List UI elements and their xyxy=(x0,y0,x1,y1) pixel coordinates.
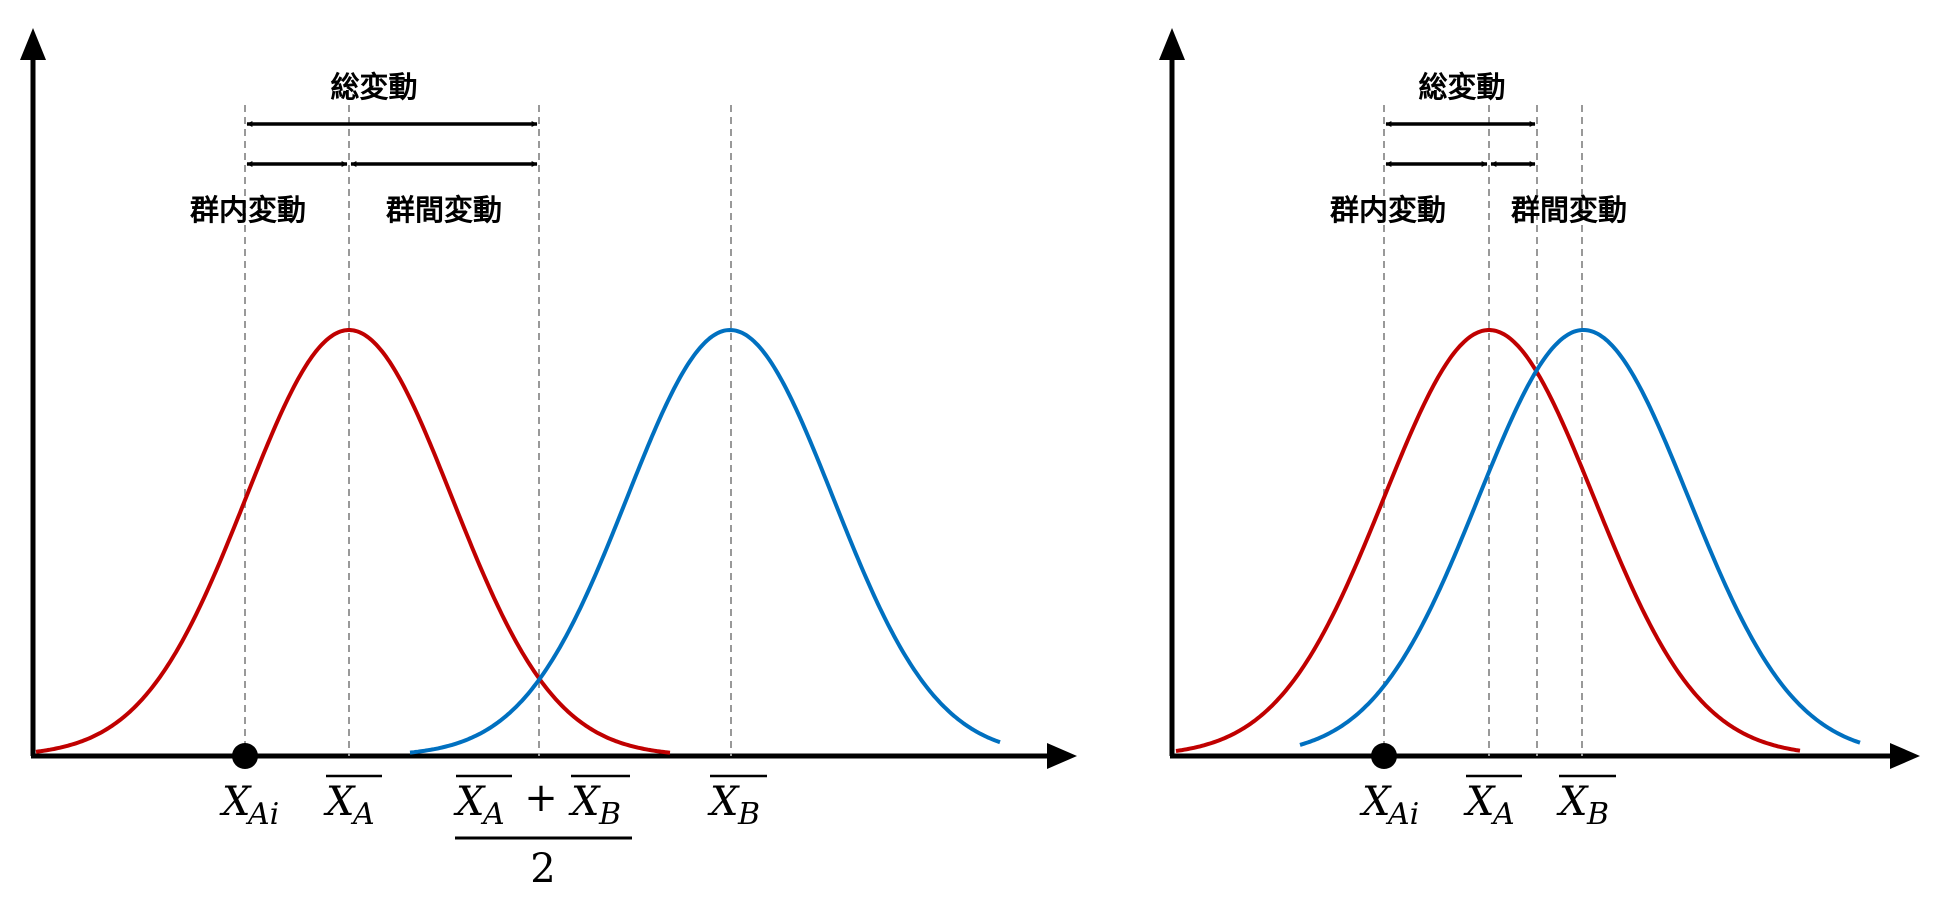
right-total-variation-label: 総変動 xyxy=(1418,70,1505,104)
left-total-variation-label: 総変動 xyxy=(330,70,417,104)
left-x-axis-arrow-icon xyxy=(1047,743,1077,769)
svg-text:A: A xyxy=(350,797,375,832)
left-label-xb-bar: X B xyxy=(707,774,767,832)
svg-text:2: 2 xyxy=(530,846,555,892)
svg-text:X: X xyxy=(568,779,601,825)
right-sample-point-icon xyxy=(1371,743,1397,769)
left-between-group-label: 群間変動 xyxy=(386,193,502,227)
svg-text:X: X xyxy=(219,779,252,825)
left-label-grand-mean: X A + X B 2 xyxy=(453,774,632,892)
left-label-xa-bar: X A xyxy=(323,774,382,832)
svg-text:Ai: Ai xyxy=(1385,797,1419,832)
left-within-group-label: 群内変動 xyxy=(190,193,306,227)
svg-text:B: B xyxy=(598,797,621,832)
svg-text:X: X xyxy=(1556,779,1589,825)
svg-text:B: B xyxy=(737,797,760,832)
right-curve-group-a xyxy=(1175,328,1801,753)
svg-text:X: X xyxy=(1359,779,1392,825)
svg-text:X: X xyxy=(323,779,356,825)
svg-text:A: A xyxy=(480,797,505,832)
svg-text:X: X xyxy=(707,779,740,825)
right-panel: 総変動 群内変動 群間変動 X Ai X A X B xyxy=(1159,28,1920,832)
right-label-xa-bar: X A xyxy=(1463,774,1522,832)
svg-text:A: A xyxy=(1490,797,1515,832)
right-curve-group-b xyxy=(1299,328,1861,747)
svg-text:X: X xyxy=(453,779,486,825)
left-y-axis-arrow-icon xyxy=(20,28,46,60)
svg-text:Ai: Ai xyxy=(245,797,279,832)
svg-text:X: X xyxy=(1463,779,1496,825)
right-label-xai: X Ai xyxy=(1359,779,1419,832)
right-y-axis-arrow-icon xyxy=(1159,28,1185,60)
right-label-xb-bar: X B xyxy=(1556,774,1616,832)
svg-text:+: + xyxy=(524,775,558,821)
left-label-xai: X Ai xyxy=(219,779,279,832)
right-within-group-label: 群内変動 xyxy=(1330,193,1446,227)
left-sample-point-icon xyxy=(232,743,258,769)
right-between-group-label: 群間変動 xyxy=(1511,193,1627,227)
svg-text:B: B xyxy=(1586,797,1609,832)
left-curve-group-a xyxy=(35,328,671,755)
right-x-axis-arrow-icon xyxy=(1890,743,1920,769)
left-panel: 総変動 群内変動 群間変動 X Ai X A X A + X B 2 X B xyxy=(20,28,1077,892)
left-curve-group-b xyxy=(409,327,1001,755)
